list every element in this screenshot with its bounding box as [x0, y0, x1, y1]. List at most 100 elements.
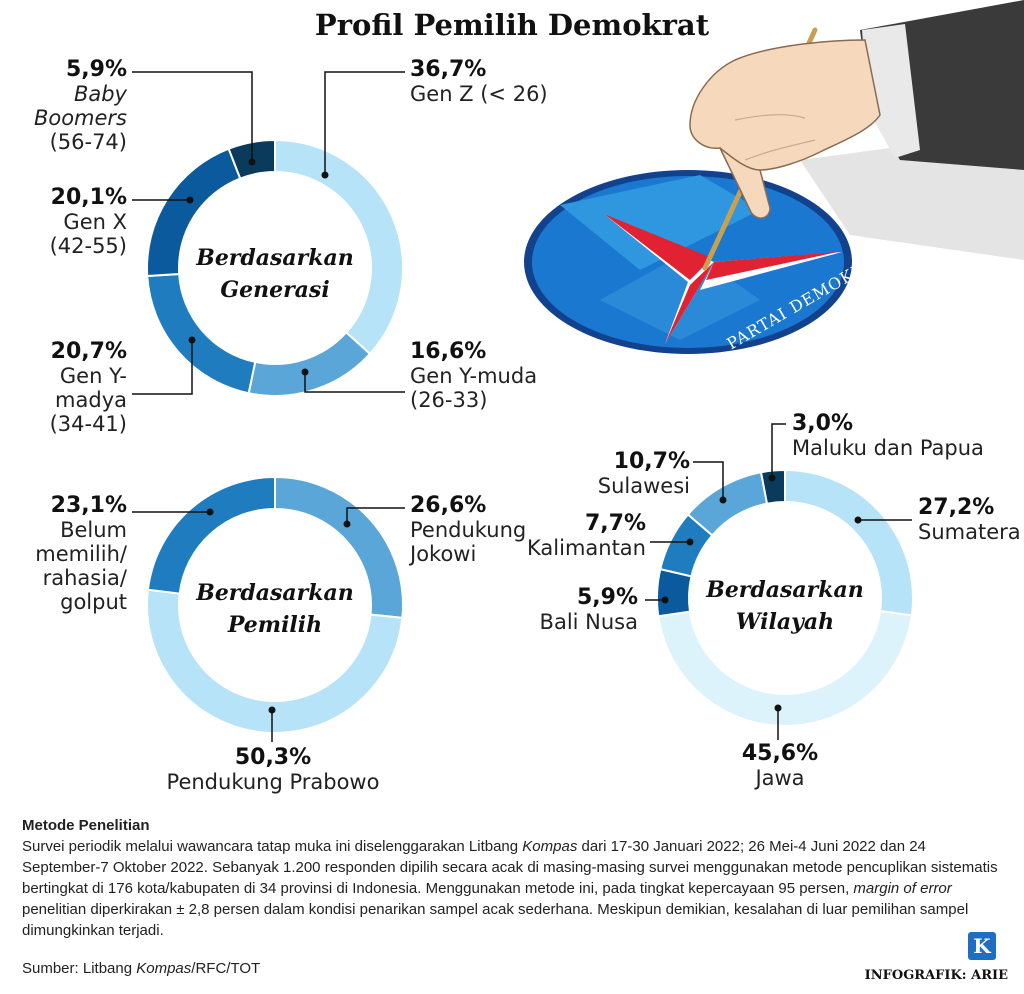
value-label: 7,7% — [584, 511, 646, 536]
category-label: (34-41) — [49, 412, 127, 436]
leader-line — [304, 372, 405, 393]
label-maluku-papua: 3,0% Maluku dan Papua — [792, 411, 984, 461]
category-label: Baby — [73, 82, 127, 106]
leader-dot — [774, 704, 782, 712]
value-label: 5,9% — [65, 57, 127, 82]
value-label: 16,6% — [410, 339, 487, 364]
label-golput: 23,1% Belum memilih/ rahasia/ golput — [20, 493, 127, 615]
value-label: 50,3% — [234, 745, 312, 770]
category-label: Kalimantan — [527, 536, 646, 560]
category-label: Gen Y-muda — [410, 364, 538, 388]
source-suffix: /RFC/TOT — [191, 960, 261, 977]
donut-slice — [146, 588, 404, 734]
category-label: Sumatera — [918, 520, 1021, 544]
category-label: Jawa — [755, 766, 805, 790]
credit: INFOGRAFIK: ARIE — [864, 968, 1008, 983]
label-jokowi: 26,6% Pendukung Jokowi — [410, 493, 527, 567]
category-label: (56-74) — [49, 130, 127, 154]
category-label: (26-33) — [410, 388, 488, 412]
leader-line — [693, 461, 724, 500]
leader-dot — [661, 596, 669, 604]
leader-line — [346, 507, 405, 524]
center-label-generasi: Berdasarkan Generasi — [175, 242, 375, 306]
label-gen-y-muda: 16,6% Gen Y-muda (26-33) — [410, 339, 538, 413]
label-sumatera: 27,2% Sumatera — [918, 496, 1021, 545]
leader-dot — [719, 496, 727, 504]
label-jawa: 45,6% Jawa — [700, 741, 860, 791]
value-label: 3,0% — [792, 411, 854, 436]
label-gen-x: 20,1% Gen X (42-55) — [20, 185, 127, 259]
label-bali-nusa: 5,9% Bali Nusa — [520, 585, 638, 635]
leader-dot — [854, 516, 862, 524]
leader-dot — [186, 196, 194, 204]
donut-slice — [657, 609, 913, 727]
sleeve — [860, 0, 1024, 170]
method-moe: margin of error — [853, 880, 952, 897]
value-label: 20,7% — [50, 339, 127, 364]
center-label-wilayah: Berdasarkan Wilayah — [685, 574, 885, 638]
method-text: penelitian diperkirakan ± 2,8 persen dal… — [22, 901, 969, 939]
leader-dot — [301, 368, 309, 376]
value-label: 20,1% — [50, 185, 127, 210]
center-label-line: Pemilih — [227, 612, 323, 638]
center-label-line: Wilayah — [735, 609, 835, 635]
method-title: Metode Penelitian — [22, 817, 150, 834]
leader-dot — [686, 538, 694, 546]
method-kompas: Kompas — [522, 838, 578, 855]
category-label: Gen X — [63, 210, 127, 234]
donut-slice — [759, 468, 786, 505]
donut-slice — [686, 471, 769, 537]
category-label: Boomers — [33, 106, 127, 130]
leader-line — [324, 71, 405, 175]
category-label: Gen Z (< 26) — [410, 82, 548, 106]
leader-line — [771, 423, 786, 478]
category-label: rahasia/ — [42, 566, 127, 590]
category-label: Pendukung Prabowo — [166, 770, 380, 794]
leader-line — [132, 71, 253, 162]
leader-dot — [268, 706, 276, 714]
category-label: Sulawesi — [597, 474, 690, 498]
category-label: Jokowi — [410, 542, 477, 566]
donut-slice — [247, 330, 372, 397]
source-line: Sumber: Litbang Kompas/RFC/TOT — [22, 960, 260, 977]
leader-dot — [248, 158, 256, 166]
source-prefix: Sumber: Litbang — [22, 960, 137, 977]
value-label: 45,6% — [741, 741, 819, 766]
center-label-pemilih: Berdasarkan Pemilih — [175, 577, 375, 641]
category-label: Pendukung — [410, 518, 527, 542]
kompas-logo: K — [968, 932, 996, 960]
category-label: memilih/ — [35, 542, 127, 566]
leader-dot — [206, 508, 214, 516]
source-kompas: Kompas — [136, 960, 192, 977]
leader-dot — [343, 520, 351, 528]
category-label: madya — [55, 388, 127, 412]
value-label: 5,9% — [576, 585, 638, 610]
category-label: (42-55) — [49, 234, 127, 258]
method-text: Survei periodik melalui wawancara tatap … — [22, 838, 523, 855]
value-label: 36,7% — [410, 57, 487, 82]
center-label-line: Berdasarkan — [706, 577, 864, 603]
value-label: 23,1% — [50, 493, 127, 518]
category-label: golput — [60, 590, 127, 614]
label-kalimantan: 7,7% Kalimantan — [520, 511, 646, 561]
label-prabowo: 50,3% Pendukung Prabowo — [160, 745, 386, 795]
donut-slice — [146, 475, 276, 595]
leader-dot — [321, 171, 329, 179]
method-text: dari 17-30 Januari 2022; 26 Mei-4 Juni 2… — [22, 838, 998, 897]
value-label: 26,6% — [410, 493, 487, 518]
category-label: Bali Nusa — [539, 610, 638, 634]
label-baby-boomers: 5,9% Baby Boomers (56-74) — [20, 57, 127, 155]
category-label: Gen Y- — [59, 364, 127, 388]
hand — [689, 39, 881, 219]
method-section: Metode Penelitian Survei periodik melalu… — [22, 815, 1007, 941]
center-label-line: Berdasarkan — [196, 580, 354, 606]
leader-dot — [188, 336, 196, 344]
label-sulawesi: 10,7% Sulawesi — [560, 450, 690, 499]
page-title: Profil Pemilih Demokrat — [314, 8, 710, 42]
leader-dot — [768, 474, 776, 482]
label-gen-z: 36,7% Gen Z (< 26) — [410, 57, 548, 107]
category-label: Maluku dan Papua — [792, 436, 984, 460]
